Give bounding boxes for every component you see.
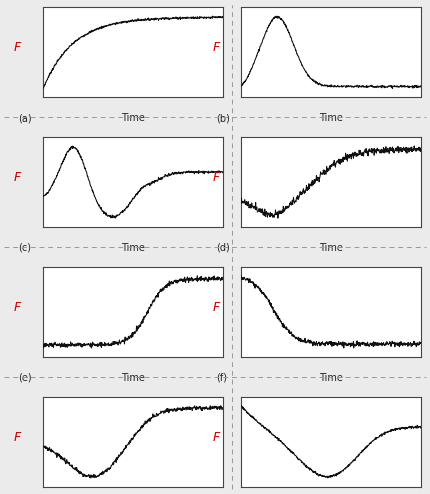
Text: (a): (a) — [18, 113, 31, 123]
Text: F: F — [212, 171, 220, 184]
Text: (e): (e) — [18, 373, 31, 383]
Text: (c): (c) — [18, 243, 31, 253]
Text: F: F — [212, 431, 220, 444]
Text: Time: Time — [121, 373, 145, 383]
Text: F: F — [14, 41, 22, 54]
Text: (f): (f) — [216, 373, 227, 383]
Text: (b): (b) — [216, 113, 230, 123]
Text: Time: Time — [319, 373, 343, 383]
Text: (d): (d) — [216, 243, 230, 253]
Text: F: F — [212, 301, 220, 314]
Text: F: F — [212, 41, 220, 54]
Text: F: F — [14, 301, 22, 314]
Text: Time: Time — [121, 113, 145, 123]
Text: F: F — [14, 431, 22, 444]
Text: F: F — [14, 171, 22, 184]
Text: Time: Time — [121, 243, 145, 253]
Text: Time: Time — [319, 243, 343, 253]
Text: Time: Time — [319, 113, 343, 123]
